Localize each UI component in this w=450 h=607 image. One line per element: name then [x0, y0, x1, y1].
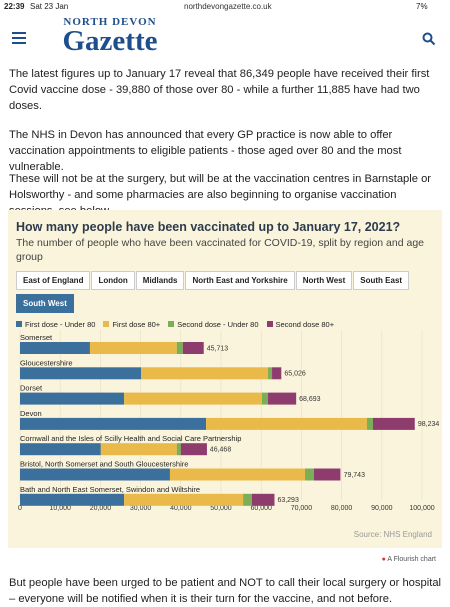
x-tick-label: 0	[18, 505, 22, 512]
bar-segment	[124, 493, 244, 506]
bar-segment	[305, 468, 314, 481]
x-tick-label: 30,000	[130, 505, 152, 512]
filter-button[interactable]: London	[91, 271, 135, 290]
bar-segment	[313, 468, 341, 481]
total-label: 46,468	[210, 447, 232, 454]
legend-label: Second dose 80+	[275, 320, 335, 329]
category-label: Bristol, North Somerset and South Glouce…	[20, 459, 188, 468]
x-tick-label: 10,000	[49, 505, 71, 512]
bar-segment	[20, 342, 90, 354]
battery: 7%	[416, 2, 428, 11]
filter-button[interactable]: North East and Yorkshire	[185, 271, 295, 290]
x-tick-label: 50,000	[210, 505, 232, 512]
bar-segment	[243, 493, 252, 506]
legend-swatch	[168, 321, 175, 327]
filter-bar: East of England London Midlands North East …	[16, 270, 416, 316]
bar-segment	[268, 367, 273, 380]
filter-button[interactable]: South West	[16, 294, 74, 313]
x-tick-label: 80,000	[331, 505, 353, 512]
total-label: 68,693	[299, 396, 321, 403]
total-label: 65,026	[284, 371, 306, 378]
credit[interactable]: ● A Flourish chart	[381, 556, 436, 563]
category-label: Somerset	[20, 333, 53, 342]
bar-segment	[20, 468, 170, 481]
paragraph: But people have been urged to be patient…	[9, 577, 442, 605]
category-label: Bath and North East Somerset, Swindon an…	[20, 485, 200, 494]
chart-subtitle: The number of people who have been vacci…	[16, 237, 424, 263]
x-tick-label: 70,000	[291, 505, 313, 512]
bar-segment	[89, 342, 177, 354]
bar-segment	[272, 367, 282, 380]
category-label: Cornwall and the Isles of Scilly Health …	[20, 434, 241, 443]
x-tick-label: 60,000	[250, 505, 272, 512]
total-label: 79,743	[344, 472, 366, 479]
filter-button[interactable]: East of England	[16, 271, 91, 290]
bar-segment	[20, 417, 207, 430]
filter-button[interactable]: North West	[295, 271, 353, 290]
logo-top: NORTH DEVON	[63, 16, 157, 28]
url[interactable]: northdevongazette.co.uk	[184, 2, 272, 11]
paragraph: The NHS in Devon has announced that ever…	[9, 129, 402, 173]
legend-item[interactable]: Second dose - Under 80	[168, 320, 259, 329]
total-label: 63,293	[277, 497, 299, 504]
search-icon[interactable]	[422, 32, 436, 46]
bar-segment	[141, 367, 269, 380]
bar-segment	[20, 367, 142, 380]
total-label: 45,713	[207, 345, 229, 352]
legend-swatch	[103, 321, 110, 327]
x-tick-label: 100,000	[409, 505, 434, 512]
category-label: Devon	[20, 409, 42, 418]
credit-text: A Flourish chart	[387, 556, 436, 563]
menu-icon[interactable]	[12, 32, 28, 44]
logo[interactable]: NORTH DEVON Gazette	[50, 16, 170, 57]
filter-button[interactable]: Midlands	[135, 271, 185, 290]
x-tick-label: 90,000	[371, 505, 393, 512]
legend-item[interactable]: Second dose 80+	[266, 320, 335, 329]
legend-item[interactable]: First dose - Under 80	[16, 320, 95, 329]
bar-segment	[100, 443, 177, 456]
bar-segment	[206, 417, 367, 430]
legend: First dose - Under 80 First dose 80+ Secon…	[16, 314, 436, 332]
time: 22:39	[4, 2, 25, 11]
bar-segment	[169, 468, 306, 481]
total-label: 98,234	[418, 421, 440, 428]
bar-segment	[176, 342, 183, 354]
category-label: Dorset	[20, 384, 43, 393]
header: NORTH DEVON Gazette	[0, 14, 450, 62]
date: Sat 23 Jan	[30, 2, 69, 11]
bar-segment	[372, 417, 415, 430]
legend-label: Second dose - Under 80	[177, 320, 259, 329]
status-bar: 22:39 Sat 23 Jan northdevongazette.co.uk…	[0, 0, 450, 14]
legend-swatch	[266, 321, 273, 327]
x-tick-label: 40,000	[170, 505, 192, 512]
bar-segment	[20, 392, 125, 405]
legend-label: First dose 80+	[112, 320, 161, 329]
x-tick-label: 20,000	[90, 505, 112, 512]
bar-segment	[182, 342, 204, 354]
chart-title: How many people have been vaccinated up …	[16, 220, 401, 234]
chart-box: How many people have been vaccinated up …	[8, 210, 442, 548]
legend-label: First dose - Under 80	[25, 320, 96, 329]
plot: 0 10,000 20,000 30,000 40,000 50,000 60,000 70,…	[18, 330, 440, 512]
bar-segment	[366, 417, 373, 430]
bar-segment	[251, 493, 275, 506]
bar-segment	[262, 392, 269, 405]
source: Source: NHS England	[353, 530, 432, 539]
legend-item[interactable]: First dose 80+	[103, 320, 160, 329]
bar-segment	[20, 443, 101, 456]
filter-button[interactable]: South East	[353, 271, 410, 290]
bar-segment	[180, 443, 207, 456]
bar-segment	[124, 392, 263, 405]
category-label: Gloucestershire	[20, 358, 73, 367]
bar-segment	[268, 392, 297, 405]
legend-swatch	[16, 321, 22, 327]
logo-main: Gazette	[62, 25, 158, 57]
paragraph: The latest figures up to January 17 reve…	[9, 68, 430, 112]
bar-segment	[20, 493, 125, 506]
bar-segment	[176, 443, 181, 456]
